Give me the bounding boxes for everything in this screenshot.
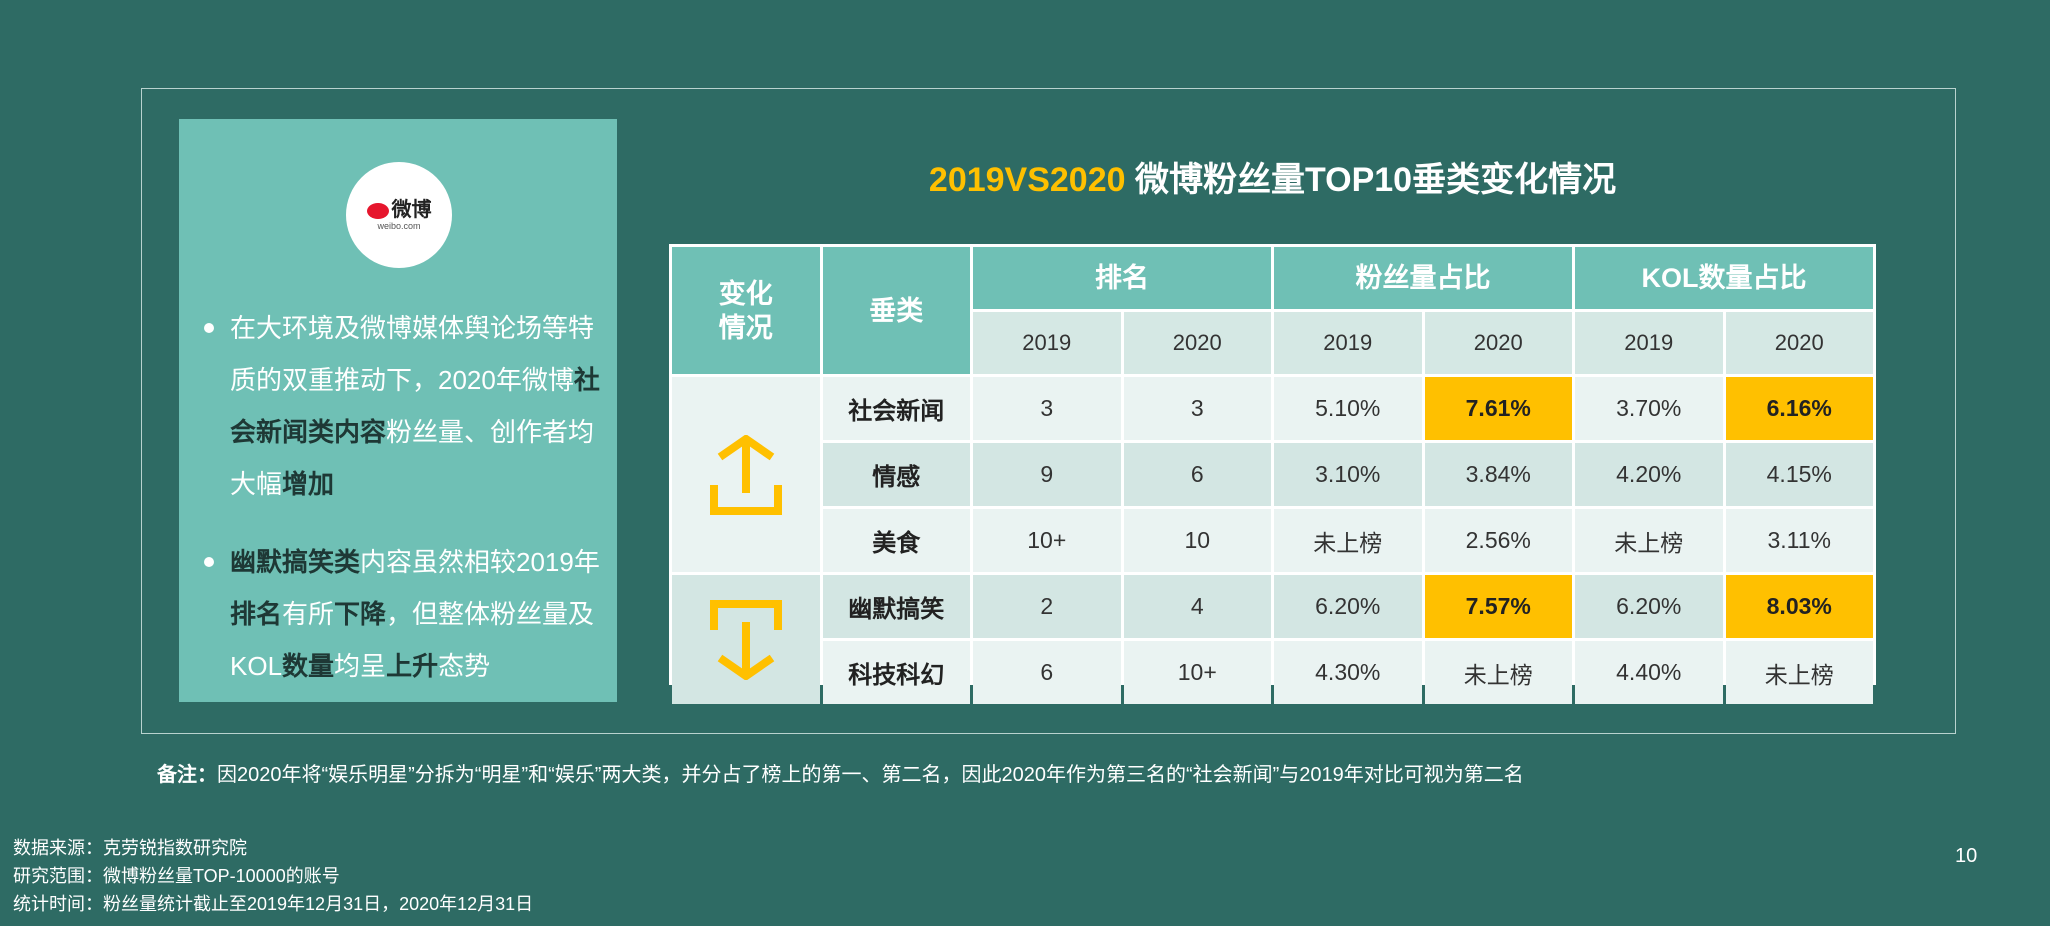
value-cell: 10 bbox=[1123, 509, 1271, 572]
category-cell: 美食 bbox=[822, 509, 970, 572]
research-scope: 研究范围：微博粉丝量TOP-10000的账号 bbox=[13, 866, 340, 886]
value-cell: 4.20% bbox=[1575, 443, 1723, 506]
bold-text: 社会新闻类内容 bbox=[230, 365, 600, 447]
page-title: 2019VS2020 微博粉丝量TOP10垂类变化情况 bbox=[669, 152, 1876, 201]
value-cell: 4 bbox=[1123, 575, 1271, 638]
value-cell: 未上榜 bbox=[1725, 641, 1873, 704]
text: ，但整体粉丝量及KOL bbox=[230, 599, 595, 681]
text: 均呈 bbox=[334, 651, 387, 681]
comparison-table: 变化情况 垂类 排名 粉丝量占比 KOL数量占比 2019 2020 2019 202… bbox=[669, 244, 1876, 704]
value-cell: 10+ bbox=[1123, 641, 1271, 704]
note-label: 备注： bbox=[157, 764, 217, 786]
weibo-eye-icon bbox=[366, 203, 389, 220]
bullet-1: 在大环境及微博媒体舆论场等特质的双重推动下，2020年微博社会新闻类内容粉丝量、… bbox=[200, 302, 600, 510]
bullet-2: 幽默搞笑类内容虽然相较2019年排名有所下降，但整体粉丝量及KOL数量均呈上升态… bbox=[200, 536, 600, 692]
value-cell: 7.61% bbox=[1424, 377, 1572, 440]
value-cell: 7.57% bbox=[1424, 575, 1572, 638]
value-cell: 6.20% bbox=[1575, 575, 1723, 638]
category-cell: 情感 bbox=[822, 443, 970, 506]
year-header: 2020 bbox=[1424, 312, 1572, 374]
text: 态势 bbox=[438, 651, 491, 681]
footnote: 备注：因2020年将“娱乐明星”分拆为“明星”和“娱乐”两大类，并分占了榜上的第… bbox=[157, 758, 1524, 787]
bullet-list: 在大环境及微博媒体舆论场等特质的双重推动下，2020年微博社会新闻类内容粉丝量、… bbox=[200, 302, 600, 718]
logo-domain: weibo.com bbox=[377, 220, 421, 231]
value-cell: 3.10% bbox=[1274, 443, 1422, 506]
value-cell: 未上榜 bbox=[1575, 509, 1723, 572]
value-cell: 4.30% bbox=[1274, 641, 1422, 704]
weibo-logo: 微博 weibo.com bbox=[346, 162, 452, 268]
upload-arrow-icon bbox=[709, 434, 782, 515]
value-cell: 6 bbox=[973, 641, 1121, 704]
value-cell: 3.70% bbox=[1575, 377, 1723, 440]
note-text: 因2020年将“娱乐明星”分拆为“明星”和“娱乐”两大类，并分占了榜上的第一、第… bbox=[217, 764, 1524, 786]
bold-text: 下降 bbox=[334, 599, 387, 629]
page-number: 10 bbox=[1955, 845, 1978, 867]
bold-text: 幽默搞笑类 bbox=[230, 547, 361, 577]
category-cell: 幽默搞笑 bbox=[822, 575, 970, 638]
value-cell: 4.40% bbox=[1575, 641, 1723, 704]
text: 粉丝量、创作者均大幅 bbox=[230, 417, 595, 499]
header-category: 垂类 bbox=[822, 247, 970, 374]
change-up-cell bbox=[672, 377, 820, 572]
value-cell: 6.16% bbox=[1725, 377, 1873, 440]
value-cell: 3.11% bbox=[1725, 509, 1873, 572]
value-cell: 5.10% bbox=[1274, 377, 1422, 440]
header-fans: 粉丝量占比 bbox=[1274, 247, 1572, 309]
category-cell: 科技科幻 bbox=[822, 641, 970, 704]
bold-text: 增加 bbox=[282, 469, 335, 499]
value-cell: 2.56% bbox=[1424, 509, 1572, 572]
category-cell: 社会新闻 bbox=[822, 377, 970, 440]
year-header: 2020 bbox=[1725, 312, 1873, 374]
value-cell: 4.15% bbox=[1725, 443, 1873, 506]
download-arrow-icon bbox=[709, 599, 782, 680]
header-change: 变化情况 bbox=[672, 247, 820, 374]
bold-text: 排名 bbox=[230, 599, 283, 629]
content-frame bbox=[141, 88, 1956, 734]
value-cell: 3.84% bbox=[1424, 443, 1572, 506]
value-cell: 9 bbox=[973, 443, 1121, 506]
value-cell: 未上榜 bbox=[1424, 641, 1572, 704]
value-cell: 3 bbox=[1123, 377, 1271, 440]
value-cell: 8.03% bbox=[1725, 575, 1873, 638]
header-kol: KOL数量占比 bbox=[1575, 247, 1873, 309]
value-cell: 6.20% bbox=[1274, 575, 1422, 638]
value-cell: 未上榜 bbox=[1274, 509, 1422, 572]
change-down-cell bbox=[672, 575, 820, 704]
text: 有所 bbox=[282, 599, 335, 629]
year-header: 2020 bbox=[1123, 312, 1271, 374]
value-cell: 10+ bbox=[973, 509, 1121, 572]
value-cell: 6 bbox=[1123, 443, 1271, 506]
bold-text: 数量 bbox=[282, 651, 335, 681]
year-header: 2019 bbox=[1274, 312, 1422, 374]
title-highlight: 2019VS2020 bbox=[928, 161, 1126, 199]
text: 在大环境及微博媒体舆论场等特质的双重推动下，2020年微博 bbox=[230, 313, 595, 395]
data-source: 数据来源：克劳锐指数研究院 bbox=[13, 838, 247, 858]
title-rest: 微博粉丝量TOP10垂类变化情况 bbox=[1125, 161, 1617, 199]
text: 内容虽然相较2019年 bbox=[360, 547, 600, 577]
year-header: 2019 bbox=[1575, 312, 1723, 374]
bold-text: 上升 bbox=[386, 651, 439, 681]
stat-time: 统计时间：粉丝量统计截止至2019年12月31日，2020年12月31日 bbox=[13, 894, 534, 914]
header-rank: 排名 bbox=[973, 247, 1271, 309]
year-header: 2019 bbox=[973, 312, 1121, 374]
source-info: 数据来源：克劳锐指数研究院 研究范围：微博粉丝量TOP-10000的账号 统计时… bbox=[13, 834, 533, 918]
value-cell: 2 bbox=[973, 575, 1121, 638]
logo-name: 微博 bbox=[391, 198, 432, 221]
value-cell: 3 bbox=[973, 377, 1121, 440]
